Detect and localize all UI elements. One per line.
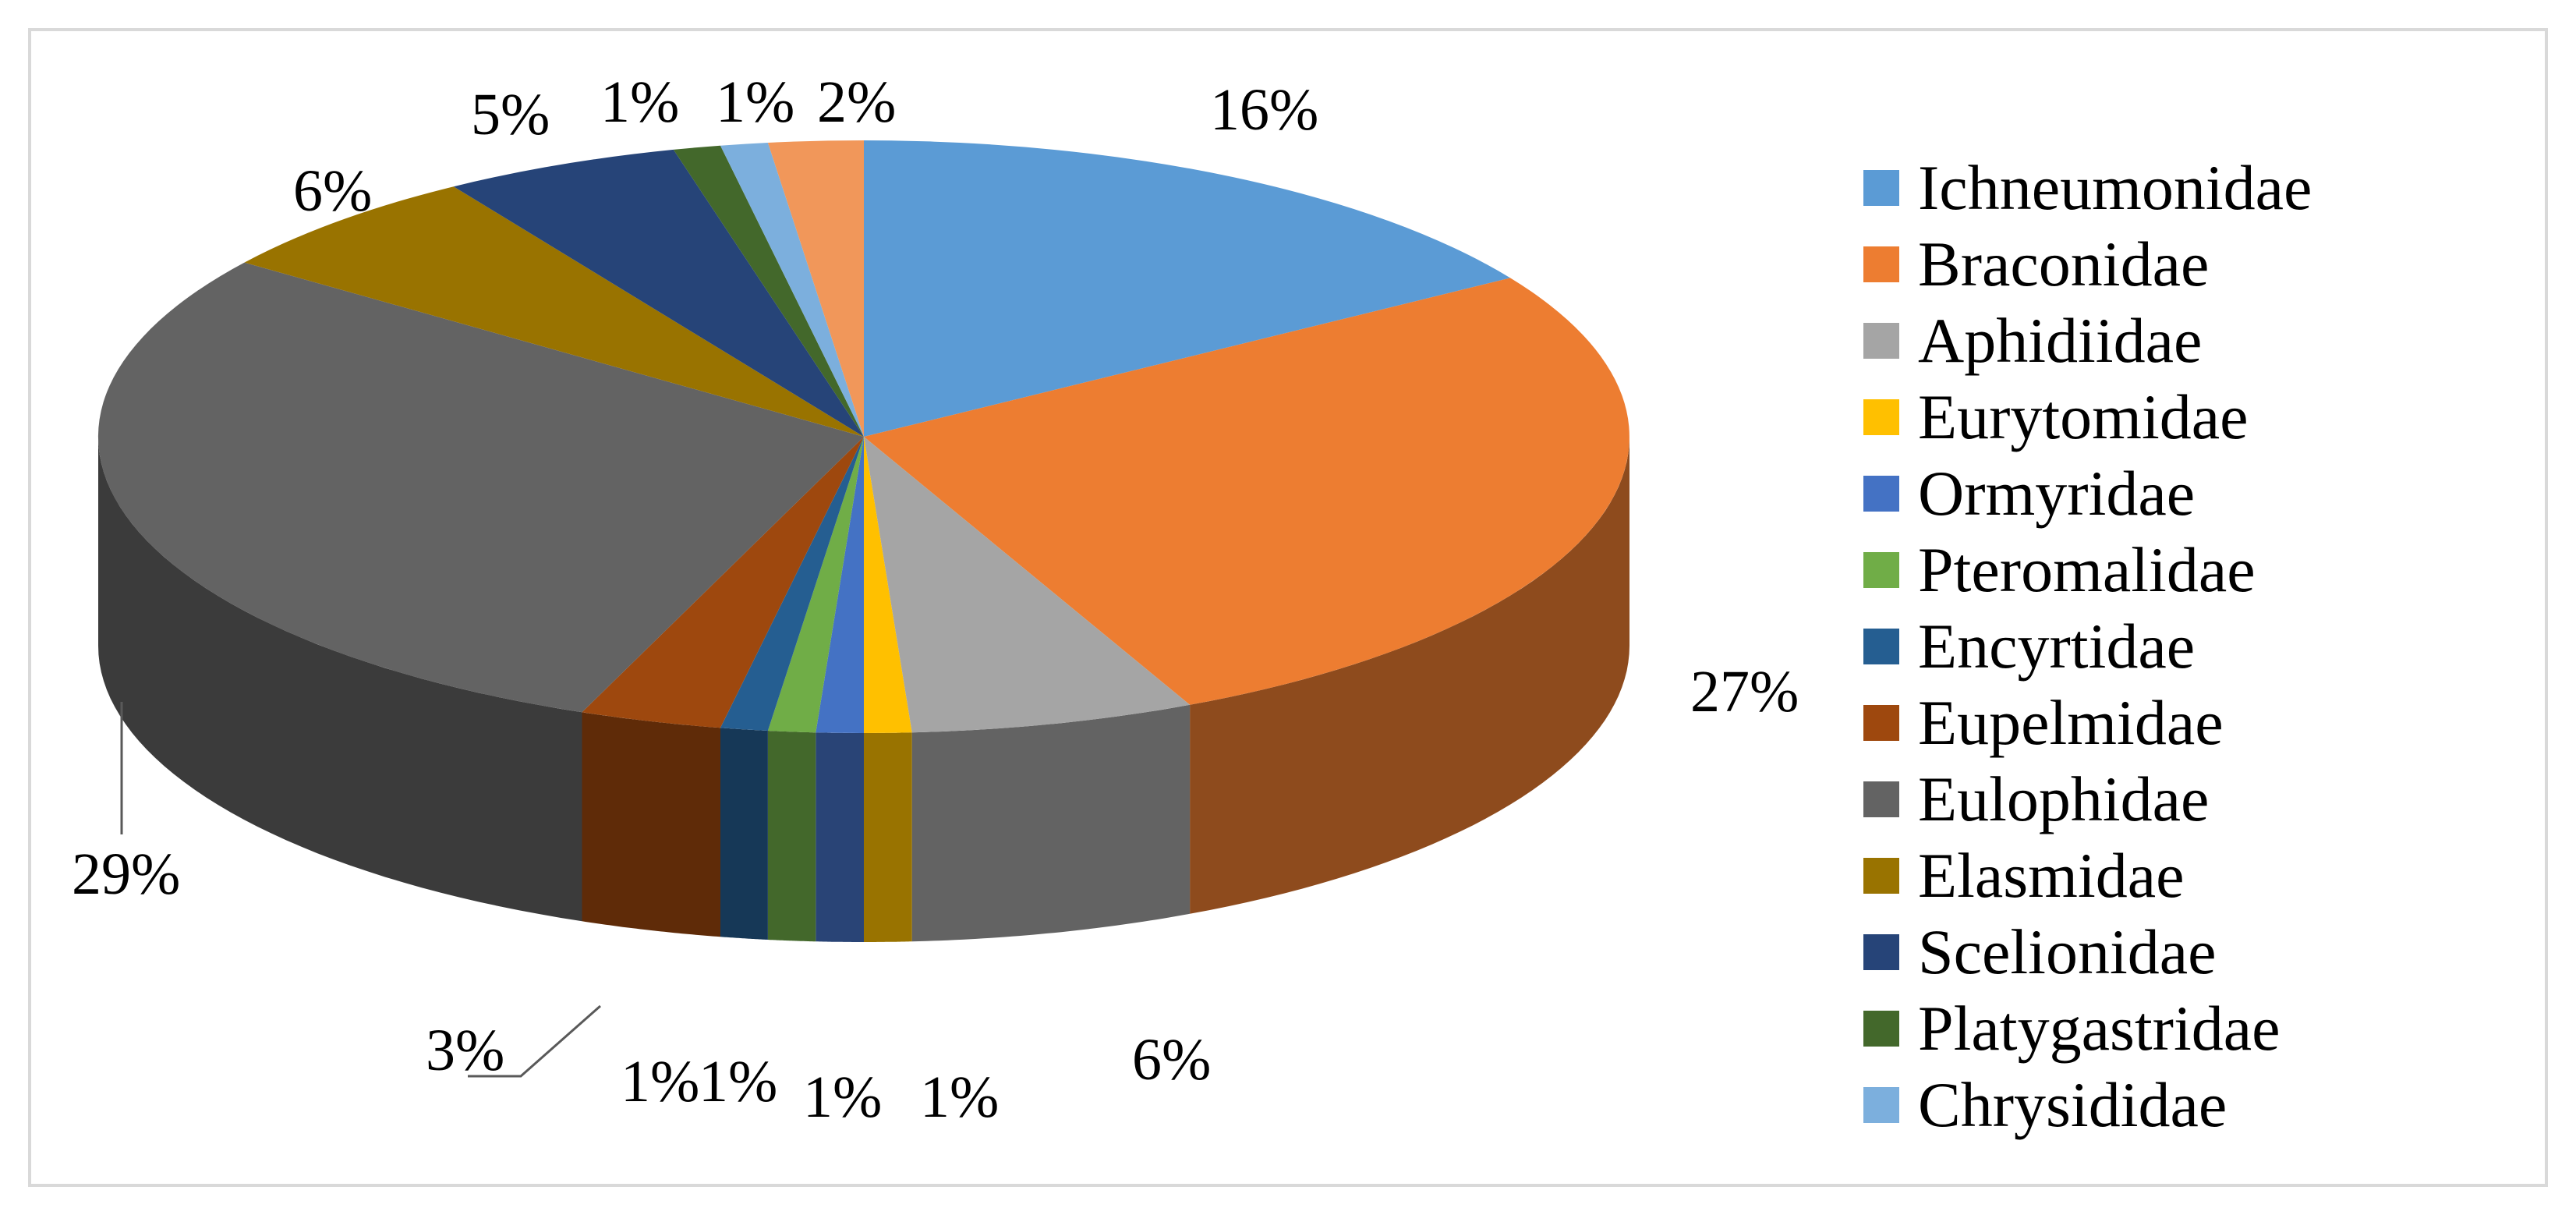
- pie-sides: [98, 437, 1629, 942]
- pie-slice-11: [673, 145, 864, 437]
- legend-label-7: Eupelmidae: [1918, 687, 2224, 758]
- legend-swatch-9: [1863, 858, 1899, 894]
- legend-label-2: Aphidiidae: [1918, 305, 2203, 376]
- pie-slice-6: [720, 437, 864, 731]
- pie-slice-13: [767, 140, 864, 437]
- pie-side-4: [816, 732, 864, 942]
- pie-slice-4: [816, 437, 864, 734]
- legend-item-9: Elasmidae: [1863, 838, 2565, 914]
- pie-chart: 16%27%6%1%1%1%1%3%29%6%5% 1% 1% 2%: [72, 69, 1799, 1130]
- legend-label-5: Pteromalidae: [1918, 534, 2256, 605]
- pie-side-7: [582, 712, 720, 937]
- pie-labels: 16%27%6%1%1%1%1%3%29%6%5% 1% 1% 2%: [72, 69, 1799, 1130]
- pie-label-5: 1%: [699, 1049, 777, 1114]
- legend-label-3: Eurytomidae: [1918, 381, 2249, 452]
- pie-label-7: 3%: [426, 1018, 504, 1083]
- pie-leader-lines: [120, 702, 601, 1078]
- legend-item-3: Eurytomidae: [1863, 379, 2565, 455]
- legend-label-8: Eulophidae: [1918, 763, 2210, 834]
- legend-item-11: Platygastridae: [1863, 990, 2565, 1067]
- pie-slice-1: [864, 278, 1629, 705]
- pie-slice-5: [767, 437, 864, 733]
- chart-frame: 16% 27% 6% 1% 1% 1% 1% 3% 29% 6% 5% 1% 1% 2% Ichneumo…: [28, 28, 2548, 1187]
- pie-label-11: 1%: [600, 69, 679, 135]
- leader-line-eupelmidae: [468, 1004, 601, 1078]
- legend-swatch-8: [1863, 781, 1899, 817]
- pie-slice-0: [864, 140, 1511, 437]
- pie-side-2: [911, 704, 1191, 942]
- legend-label-12: Chrysididae: [1918, 1069, 2227, 1140]
- pie-label-6: 1%: [621, 1049, 699, 1114]
- pie-slice-3: [864, 437, 912, 734]
- legend-label-1: Braconidae: [1918, 228, 2210, 299]
- legend-item-4: Ormyridae: [1863, 455, 2565, 532]
- pie-label-10: 5%: [471, 82, 550, 147]
- legend-swatch-1: [1863, 246, 1899, 282]
- pie-label-13: 2%: [817, 69, 896, 135]
- legend-swatch-11: [1863, 1011, 1899, 1047]
- legend-label-10: Scelionidae: [1918, 916, 2217, 987]
- pie-slice-8: [97, 262, 864, 713]
- pie-label-4: 1%: [803, 1064, 882, 1130]
- legend-item-5: Pteromalidae: [1863, 532, 2565, 608]
- pie-tops: [97, 140, 1629, 734]
- legend-item-12: Chrysididae: [1863, 1067, 2565, 1143]
- pie-label-9: 6%: [293, 158, 372, 224]
- legend-item-8: Eulophidae: [1863, 761, 2565, 838]
- legend-label-4: Ormyridae: [1918, 458, 2196, 529]
- legend-item-0: Ichneumonidae: [1863, 150, 2565, 226]
- legend-label-11: Platygastridae: [1918, 993, 2281, 1064]
- pie-side-5: [767, 731, 816, 942]
- legend-swatch-5: [1863, 552, 1899, 588]
- pie-side-6: [720, 728, 768, 940]
- pie-side-8: [98, 437, 582, 922]
- legend-swatch-7: [1863, 705, 1899, 741]
- legend-swatch-10: [1863, 934, 1899, 970]
- legend-label-6: Encyrtidae: [1918, 611, 2196, 682]
- pie-label-3: 1%: [920, 1064, 999, 1130]
- pie-label-0: 16%: [1210, 77, 1318, 143]
- legend-swatch-2: [1863, 323, 1899, 359]
- pie-label-2: 6%: [1132, 1027, 1211, 1093]
- pie-side-1: [1190, 437, 1629, 914]
- legend-item-6: Encyrtidae: [1863, 608, 2565, 685]
- legend-item-10: Scelionidae: [1863, 914, 2565, 990]
- pie-slice-2: [864, 437, 1191, 733]
- legend-swatch-12: [1863, 1087, 1899, 1123]
- legend: Ichneumonidae Braconidae Aphidiidae Eurytom…: [1863, 150, 2565, 1143]
- pie-slice-9: [244, 186, 864, 437]
- pie-label-1: 27%: [1690, 659, 1799, 724]
- legend-item-7: Eupelmidae: [1863, 685, 2565, 761]
- legend-label-0: Ichneumonidae: [1918, 152, 2312, 223]
- legend-swatch-0: [1863, 170, 1899, 206]
- pie-side-3: [864, 732, 912, 942]
- legend-item-2: Aphidiidae: [1863, 303, 2565, 379]
- pie-label-8: 29%: [72, 841, 180, 907]
- pie-label-12: 1%: [716, 69, 794, 135]
- legend-item-1: Braconidae: [1863, 226, 2565, 303]
- pie-slice-12: [720, 143, 864, 437]
- legend-label-9: Elasmidae: [1918, 840, 2185, 911]
- pie-slice-10: [453, 149, 864, 437]
- legend-swatch-6: [1863, 629, 1899, 664]
- legend-swatch-4: [1863, 476, 1899, 512]
- pie-slice-7: [582, 437, 864, 728]
- legend-swatch-3: [1863, 399, 1899, 435]
